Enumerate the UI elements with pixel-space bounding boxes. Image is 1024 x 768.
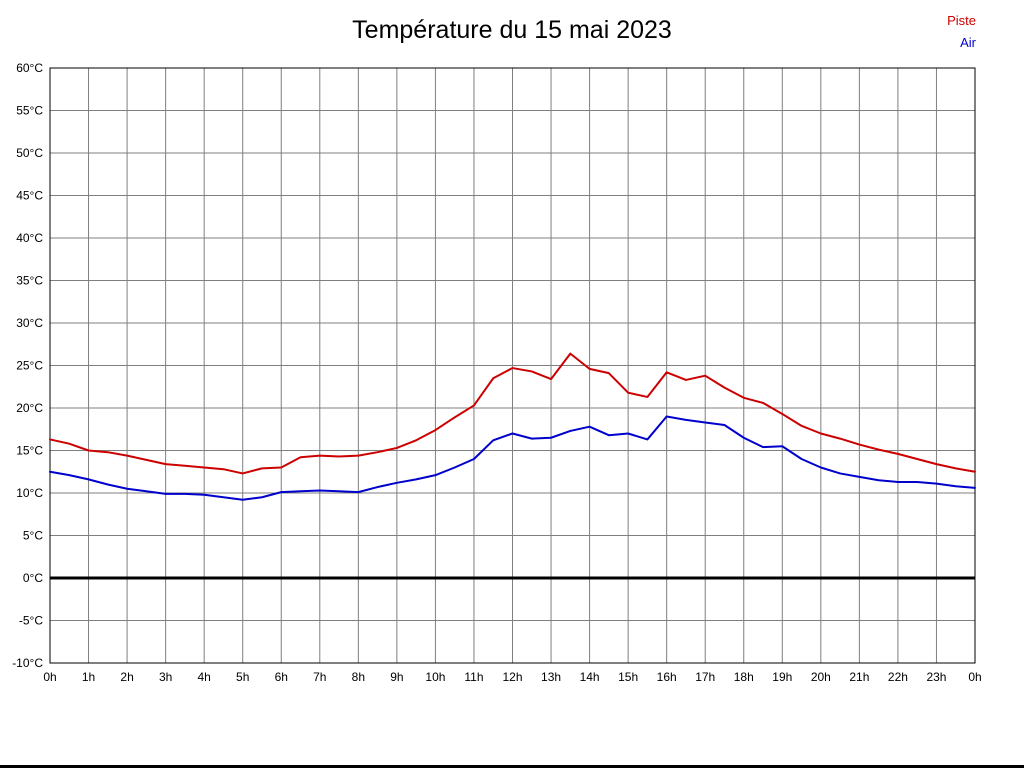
svg-text:23h: 23h <box>926 670 946 684</box>
svg-text:12h: 12h <box>502 670 522 684</box>
svg-text:20°C: 20°C <box>16 401 43 415</box>
svg-text:22h: 22h <box>888 670 908 684</box>
legend-item-piste: Piste <box>947 10 976 32</box>
svg-text:3h: 3h <box>159 670 172 684</box>
svg-text:17h: 17h <box>695 670 715 684</box>
svg-text:20h: 20h <box>811 670 831 684</box>
svg-text:4h: 4h <box>197 670 210 684</box>
legend-label-piste: Piste <box>947 13 976 28</box>
chart-legend: Piste Air <box>947 10 976 54</box>
svg-text:-5°C: -5°C <box>19 614 43 628</box>
svg-text:21h: 21h <box>849 670 869 684</box>
legend-label-air: Air <box>960 35 976 50</box>
svg-text:14h: 14h <box>580 670 600 684</box>
svg-text:0h: 0h <box>43 670 56 684</box>
svg-text:45°C: 45°C <box>16 189 43 203</box>
svg-text:6h: 6h <box>275 670 288 684</box>
svg-text:18h: 18h <box>734 670 754 684</box>
svg-text:55°C: 55°C <box>16 104 43 118</box>
svg-text:25°C: 25°C <box>16 359 43 373</box>
svg-text:30°C: 30°C <box>16 316 43 330</box>
svg-text:11h: 11h <box>464 670 483 684</box>
svg-text:-10°C: -10°C <box>12 656 43 670</box>
svg-text:0h: 0h <box>968 670 981 684</box>
legend-item-air: Air <box>947 32 976 54</box>
chart-title: Température du 15 mai 2023 <box>352 16 672 44</box>
svg-text:15h: 15h <box>618 670 638 684</box>
svg-text:13h: 13h <box>541 670 561 684</box>
svg-text:50°C: 50°C <box>16 146 43 160</box>
svg-text:35°C: 35°C <box>16 274 43 288</box>
svg-text:5h: 5h <box>236 670 249 684</box>
svg-text:2h: 2h <box>120 670 133 684</box>
svg-text:10°C: 10°C <box>16 486 43 500</box>
svg-text:5°C: 5°C <box>23 529 43 543</box>
svg-text:9h: 9h <box>390 670 403 684</box>
svg-text:40°C: 40°C <box>16 231 43 245</box>
svg-text:0°C: 0°C <box>23 571 43 585</box>
svg-text:7h: 7h <box>313 670 326 684</box>
svg-text:16h: 16h <box>657 670 677 684</box>
svg-text:8h: 8h <box>352 670 365 684</box>
svg-text:1h: 1h <box>82 670 95 684</box>
svg-text:19h: 19h <box>772 670 792 684</box>
svg-text:15°C: 15°C <box>16 444 43 458</box>
svg-text:60°C: 60°C <box>16 61 43 75</box>
svg-text:10h: 10h <box>425 670 445 684</box>
